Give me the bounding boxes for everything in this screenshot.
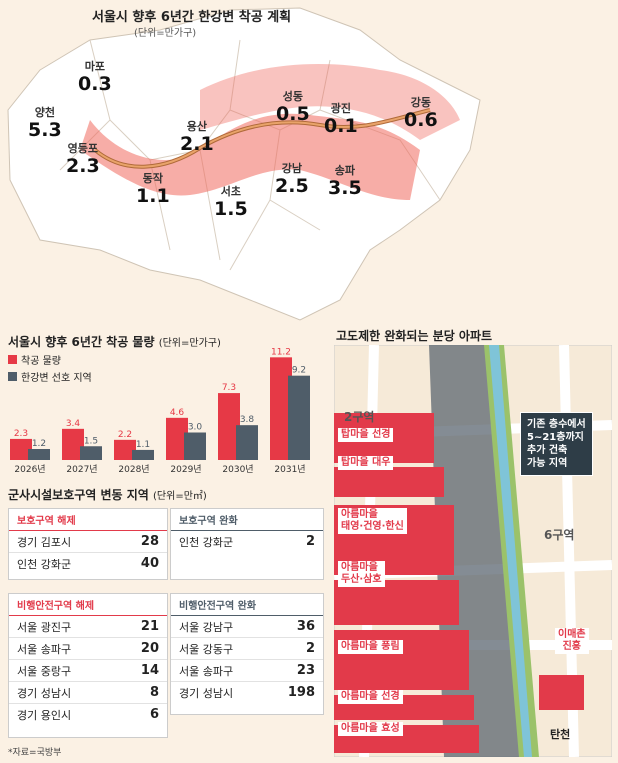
apt-label: 아름마을 선경 (338, 690, 403, 704)
district-mapo: 마포 0.3 (78, 60, 112, 95)
bar-value-label: 2.3 (14, 429, 28, 439)
protect-ease-box: 보호구역 완화 인천 강화군 2 (170, 508, 324, 580)
table-row: 서울 강동구 2 (171, 638, 323, 660)
apt-label: 아름마을 태영·건영·한신 (338, 508, 407, 534)
district-gangnam: 강남 2.5 (275, 162, 309, 197)
district-songpa: 송파 3.5 (328, 164, 362, 199)
bar-river-0 (28, 449, 50, 460)
bar-river-1 (80, 446, 102, 460)
flight-release-title: 비행안전구역 해제 (9, 594, 167, 616)
protect-release-box: 보호구역 해제 경기 김포시 28 인천 강화군 40 (8, 508, 168, 580)
table-row: 경기 성남시 198 (179, 685, 315, 700)
district-dongjak: 동작 1.1 (136, 172, 170, 207)
bar-value-label: 11.2 (271, 347, 291, 357)
apt-block (539, 675, 584, 710)
district-seongdong: 성동 0.5 (276, 90, 310, 125)
district-yeongdeungpo: 영등포 2.3 (66, 142, 100, 177)
bar-value-label: 1.5 (84, 436, 98, 446)
x-tick-label: 2027년 (66, 464, 97, 475)
bar-river-5 (288, 375, 310, 460)
bar-value-label: 4.6 (170, 408, 185, 418)
bundang-map (334, 345, 612, 757)
bar-value-label: 9.2 (292, 366, 306, 376)
protect-ease-title: 보호구역 완화 (171, 509, 323, 531)
flight-release-box: 비행안전구역 해제 서울 광진구 21 서울 송파구 20 서울 중랑구 14 경기 … (8, 593, 168, 738)
legend-item-total: 착공 물량 (8, 352, 92, 367)
district-gangdong: 강동 0.6 (404, 96, 438, 131)
table-row: 서울 송파구 20 (9, 638, 167, 660)
bar-value-label: 7.3 (222, 383, 236, 393)
bar-river-4 (236, 425, 258, 460)
map-title: 서울시 향후 6년간 한강변 착공 계획 (92, 10, 292, 25)
chart-legend: 착공 물량 한강변 선호 지역 (8, 352, 92, 386)
apt-label: 이매촌 진흥 (555, 628, 589, 654)
table-row: 경기 용인시 6 (17, 707, 159, 722)
bar-value-label: 1.1 (136, 440, 150, 450)
apt-block (334, 580, 459, 625)
bar-total-3 (166, 417, 188, 460)
table-row: 인천 강화군 2 (179, 534, 315, 549)
seoul-map (7, 7, 481, 321)
district-yongsan: 용산 2.1 (180, 120, 214, 155)
apt-label: 아름마을 풍림 (338, 640, 403, 654)
bar-river-2 (132, 449, 154, 460)
district-gwangjin: 광진 0.1 (324, 102, 358, 137)
table-row: 서울 송파구 23 (171, 660, 323, 682)
zone-6-label: 6구역 (544, 528, 575, 542)
apt-label: 탑마을 대우 (338, 456, 394, 470)
table-row: 경기 김포시 28 (9, 531, 167, 553)
table-row: 경기 성남시 8 (9, 682, 167, 704)
bar-value-label: 1.2 (32, 439, 46, 449)
hangang-river-inner (94, 109, 431, 168)
bar-total-4 (218, 393, 240, 460)
table-row: 인천 강화군 40 (17, 556, 159, 571)
district-seocho: 서초 1.5 (214, 185, 248, 220)
bar-value-label: 3.0 (188, 423, 203, 433)
height-callout: 기존 층수에서 5~21층까지 추가 건축 가능 지역 (520, 412, 593, 476)
hangang-glow (80, 113, 420, 200)
table-row: 서울 중랑구 14 (9, 660, 167, 682)
bar-value-label: 3.4 (66, 419, 81, 429)
x-tick-label: 2030년 (222, 464, 253, 475)
district-yangcheon: 양천 5.3 (28, 106, 62, 141)
apt-block (334, 630, 469, 690)
apartment-title: 고도제한 완화되는 분당 아파트 (336, 329, 493, 343)
source-note: *자료=국방부 (8, 748, 62, 758)
x-tick-label: 2031년 (274, 464, 305, 475)
table-row: 서울 강남구 36 (171, 616, 323, 638)
table-row: 서울 광진구 21 (9, 616, 167, 638)
protect-release-title: 보호구역 해제 (9, 509, 167, 531)
apt-label: 아름마을 두산·삼호 (338, 561, 385, 587)
map-unit: (단위=만가구) (134, 28, 197, 39)
zone-2-label: 2구역 (344, 410, 375, 424)
x-tick-label: 2028년 (118, 464, 149, 475)
apt-label: 아름마을 효성 (338, 722, 403, 736)
bar-chart: 2.3 1.2 2026년 3.41.5 2027년 2.2 1.1 2028년 4.63.0 2… (10, 347, 310, 475)
flight-ease-title: 비행안전구역 완화 (171, 594, 323, 616)
bar-total-5 (270, 357, 292, 460)
bar-value-label: 2.2 (118, 430, 132, 440)
flight-ease-box: 비행안전구역 완화 서울 강남구 36 서울 강동구 2 서울 송파구 23 경기 성… (170, 593, 324, 715)
bar-river-3 (184, 432, 206, 460)
military-title: 군사시설보호구역 변동 지역 (단위=만㎡) (8, 488, 207, 502)
apt-block (334, 467, 444, 497)
bar-value-label: 3.8 (240, 415, 255, 425)
bar-total-0 (10, 438, 32, 460)
tancheon-label: 탄천 (550, 728, 571, 741)
bar-total-1 (62, 428, 84, 460)
tancheon-water (489, 345, 532, 757)
legend-item-river: 한강변 선호 지역 (8, 369, 92, 384)
apt-label: 탑마을 선경 (338, 428, 394, 442)
chart-title: 서울시 향후 6년간 착공 물량 (단위=만가구) (8, 335, 221, 349)
bar-total-2 (114, 439, 136, 460)
x-tick-label: 2026년 (14, 464, 45, 475)
x-tick-label: 2029년 (170, 464, 201, 475)
